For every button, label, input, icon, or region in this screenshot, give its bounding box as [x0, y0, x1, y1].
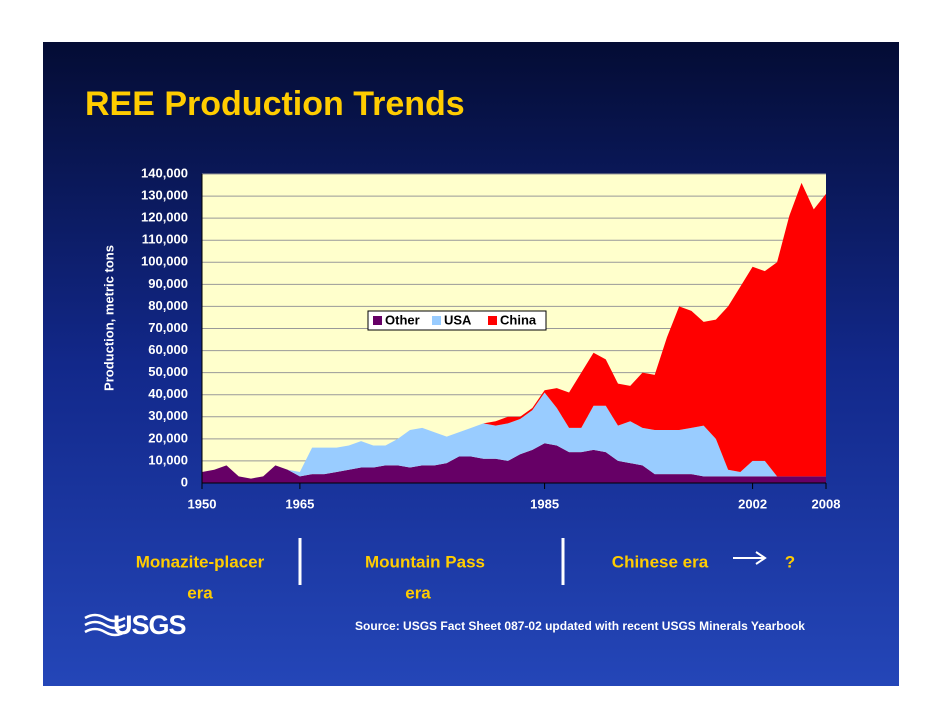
- era-label: Chinese era: [612, 552, 709, 571]
- y-axis-label: Production, metric tons: [101, 245, 116, 391]
- y-tick-label: 0: [181, 474, 188, 489]
- y-tick-label: 110,000: [142, 232, 188, 247]
- era-label: era: [187, 583, 213, 602]
- y-tick-label: 70,000: [148, 320, 188, 335]
- legend-swatch: [432, 316, 441, 325]
- y-tick-label: 40,000: [148, 386, 188, 401]
- area-other: [202, 443, 826, 483]
- source-note: Source: USGS Fact Sheet 087-02 updated w…: [355, 619, 805, 633]
- area-china: [202, 182, 826, 479]
- legend-label: USA: [444, 312, 472, 327]
- legend-swatch: [488, 316, 497, 325]
- y-tick-label: 30,000: [148, 408, 188, 423]
- era-label: era: [405, 583, 431, 602]
- y-tick-label: 80,000: [148, 298, 188, 313]
- y-tick-label: 50,000: [148, 364, 188, 379]
- x-tick-label: 1965: [285, 496, 314, 511]
- y-tick-label: 20,000: [148, 430, 188, 445]
- y-tick-label: 130,000: [141, 188, 188, 203]
- next-era: ?: [785, 552, 795, 571]
- labels: 0 10,000 20,000 30,000 40,000 50,000 60,000 70,…: [141, 165, 840, 511]
- legend-label: Other: [385, 312, 420, 327]
- areas: [201, 174, 826, 484]
- y-tick-label: 60,000: [148, 342, 188, 357]
- arrow: [733, 551, 767, 565]
- y-tick-label: 10,000: [148, 452, 188, 467]
- legend: Other USA China: [367, 310, 547, 331]
- logo-text: USGS: [113, 610, 186, 640]
- era-label: Monazite-placer: [136, 552, 265, 571]
- y-tick-label: 140,000: [141, 165, 188, 180]
- y-tick-label: 90,000: [148, 276, 188, 291]
- era-label: Mountain Pass: [365, 552, 485, 571]
- area-usa: [202, 392, 826, 479]
- y-tick-label: 100,000: [141, 254, 188, 269]
- y-tick-label: 120,000: [141, 210, 188, 225]
- legend-label: China: [500, 312, 537, 327]
- x-tick-label: 2008: [812, 496, 841, 511]
- legend-box: [367, 310, 547, 331]
- x-tick-label: 1950: [188, 496, 217, 511]
- usgs-logo: USGS: [84, 610, 187, 640]
- legend-swatch: [373, 316, 382, 325]
- x-tick-label: 1985: [530, 496, 559, 511]
- slide-title: REE Production Trends: [85, 85, 465, 123]
- x-tick-label: 2002: [738, 496, 767, 511]
